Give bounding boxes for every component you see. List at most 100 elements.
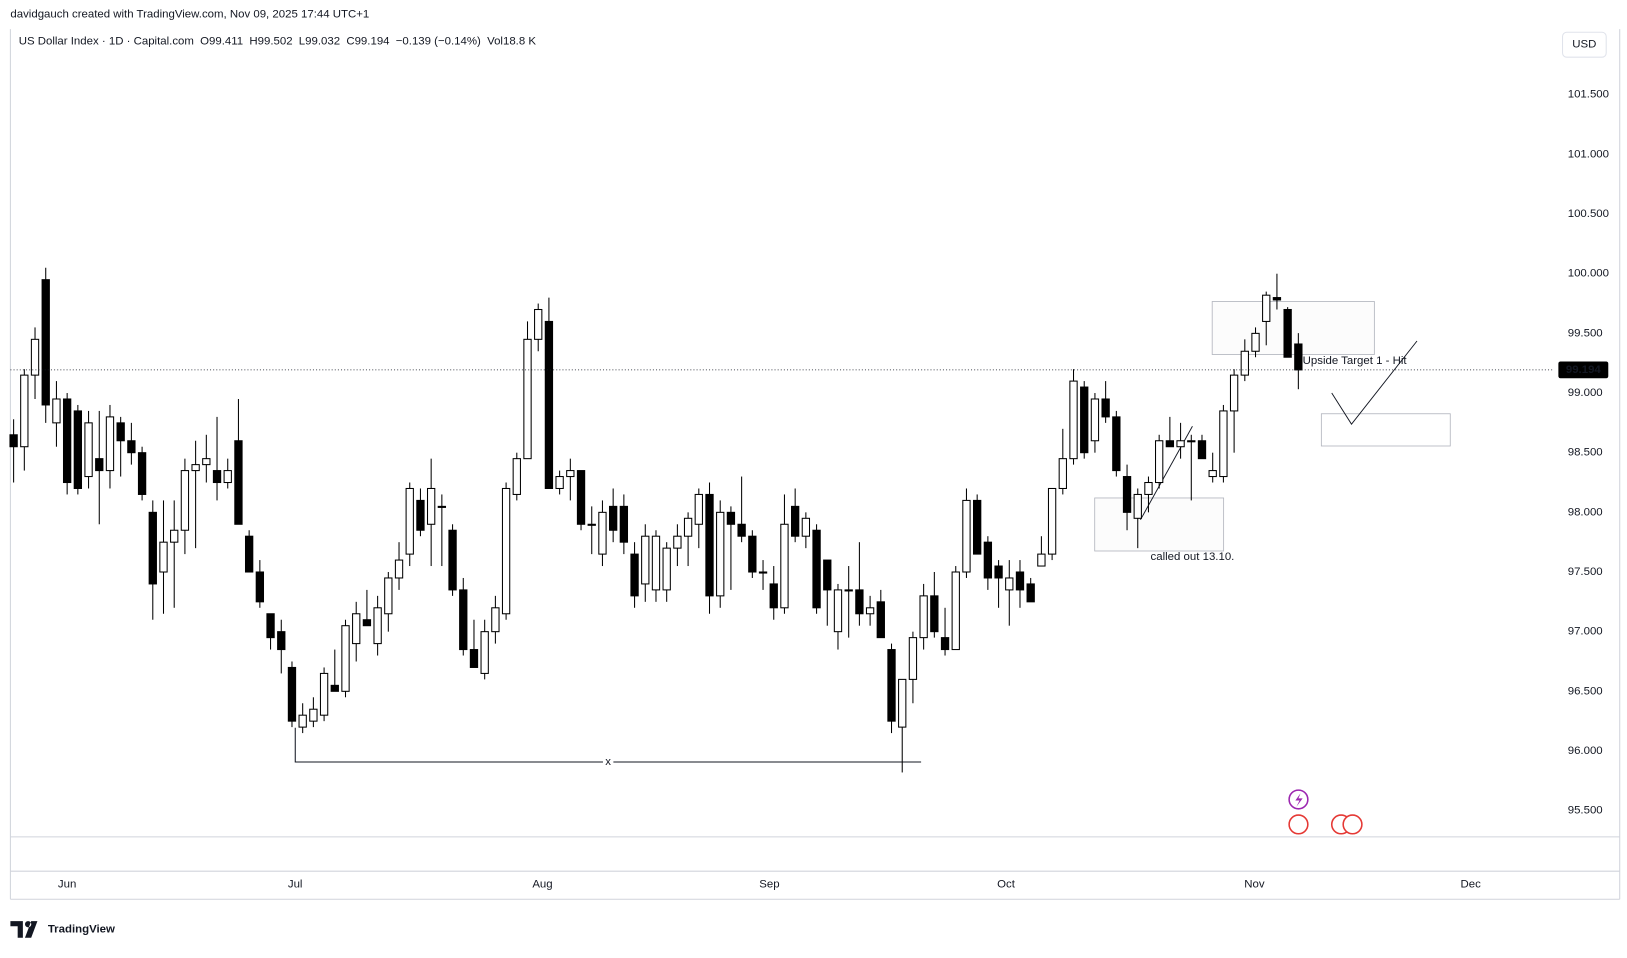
candle-body — [780, 523, 789, 609]
candle-body — [641, 535, 650, 585]
candle-body — [651, 535, 661, 591]
candle-body — [790, 505, 800, 537]
candle-body — [277, 631, 286, 651]
x-tick-label: Jun — [58, 879, 76, 891]
candle-body — [319, 672, 329, 716]
attribution: davidgauch created with TradingView.com,… — [10, 9, 369, 21]
candle-body — [748, 535, 757, 573]
candle-body — [491, 607, 500, 633]
candle-body — [630, 553, 639, 597]
candle-body — [534, 308, 543, 340]
candle-body — [544, 320, 554, 489]
candle-body — [448, 529, 457, 591]
candle-body — [844, 589, 853, 592]
y-tick-label: 97.500 — [1568, 566, 1603, 578]
candle-body — [1219, 410, 1228, 478]
candle-body — [1176, 440, 1185, 448]
candle-body — [994, 565, 1003, 579]
candle-body — [9, 434, 18, 448]
candle-body — [1283, 308, 1292, 358]
x-tick-label: Sep — [759, 879, 779, 891]
projection-box — [1320, 413, 1451, 447]
candle-body — [41, 279, 50, 406]
candle-body — [1272, 297, 1282, 301]
candle-body — [576, 470, 586, 525]
brand: TradingView — [48, 923, 115, 935]
candle-body — [1262, 294, 1271, 322]
candle-body — [908, 637, 918, 680]
candle-body — [566, 470, 575, 478]
event-icon[interactable] — [1342, 814, 1363, 835]
candle-body — [737, 523, 746, 537]
brand-logo — [10, 921, 38, 938]
candle-body — [608, 505, 618, 531]
candle-body — [1101, 398, 1110, 418]
currency-button[interactable] — [1562, 31, 1607, 58]
y-tick-label: 99.000 — [1568, 387, 1603, 399]
candle-body — [1090, 398, 1100, 442]
candle-body — [437, 505, 447, 508]
event-icon[interactable] — [1288, 814, 1309, 835]
candle-body — [812, 529, 821, 609]
candle-body — [373, 607, 382, 645]
candle-body — [951, 571, 960, 651]
candle-body — [1080, 386, 1089, 454]
candle-body — [234, 440, 243, 525]
candle-body — [587, 523, 596, 526]
target-box — [1211, 301, 1375, 355]
candle-body — [598, 511, 607, 555]
annotation: called out 13.10. — [1151, 551, 1235, 563]
candle-body — [1208, 470, 1217, 478]
candle-body — [330, 684, 339, 692]
candle-body — [1294, 343, 1303, 371]
y-tick-label: 100.500 — [1568, 208, 1609, 220]
legend-item: C99.194 — [346, 36, 390, 48]
candle-body — [202, 458, 211, 466]
candle-body — [244, 535, 254, 573]
candle-body — [30, 338, 40, 376]
candle-body — [1229, 374, 1239, 412]
candle-body — [876, 601, 885, 639]
candle-body — [480, 631, 489, 674]
candle-body — [1112, 416, 1121, 472]
candle-body — [1155, 440, 1164, 484]
candle-body — [116, 422, 125, 442]
candle-body — [1015, 571, 1025, 591]
candle-body — [287, 666, 297, 722]
annotation: Upside Target 1 - Hit — [1303, 355, 1408, 367]
y-tick-label: 96.500 — [1568, 685, 1603, 697]
legend-item: −0.139 (−0.14%) — [396, 36, 481, 48]
candle-body — [1251, 332, 1260, 352]
candle-body — [512, 458, 521, 495]
candle-body — [501, 487, 511, 615]
candle-body — [726, 511, 736, 525]
candle-body — [940, 637, 950, 651]
candle-body — [523, 338, 532, 460]
candle-body — [384, 577, 393, 615]
candle-body — [1133, 493, 1142, 519]
called-box — [1094, 497, 1225, 552]
candle-body — [1165, 440, 1175, 448]
candle-body — [1187, 440, 1196, 443]
candle-body — [983, 541, 993, 579]
y-tick-label: 100.000 — [1568, 268, 1609, 280]
plot — [9, 267, 1555, 773]
candle-body — [898, 678, 907, 728]
legend-title: US Dollar Index · 1D · Capital.com — [19, 36, 194, 48]
candle-body — [362, 619, 372, 627]
candle-body — [1122, 476, 1132, 513]
candle-body — [180, 470, 190, 531]
candle-body — [309, 708, 318, 722]
projection-path — [1331, 340, 1418, 425]
legend-item: O99.411 — [200, 36, 243, 48]
candle-body — [930, 595, 939, 633]
legend-item: Vol18.8 K — [487, 36, 536, 48]
candle-body — [769, 583, 778, 609]
candle-body — [405, 487, 414, 555]
candle-body — [62, 398, 72, 484]
candle-body — [394, 559, 404, 579]
y-tick-label: 101.000 — [1568, 148, 1609, 160]
candle-body — [1197, 440, 1207, 460]
currency[interactable]: USD — [1572, 39, 1596, 51]
